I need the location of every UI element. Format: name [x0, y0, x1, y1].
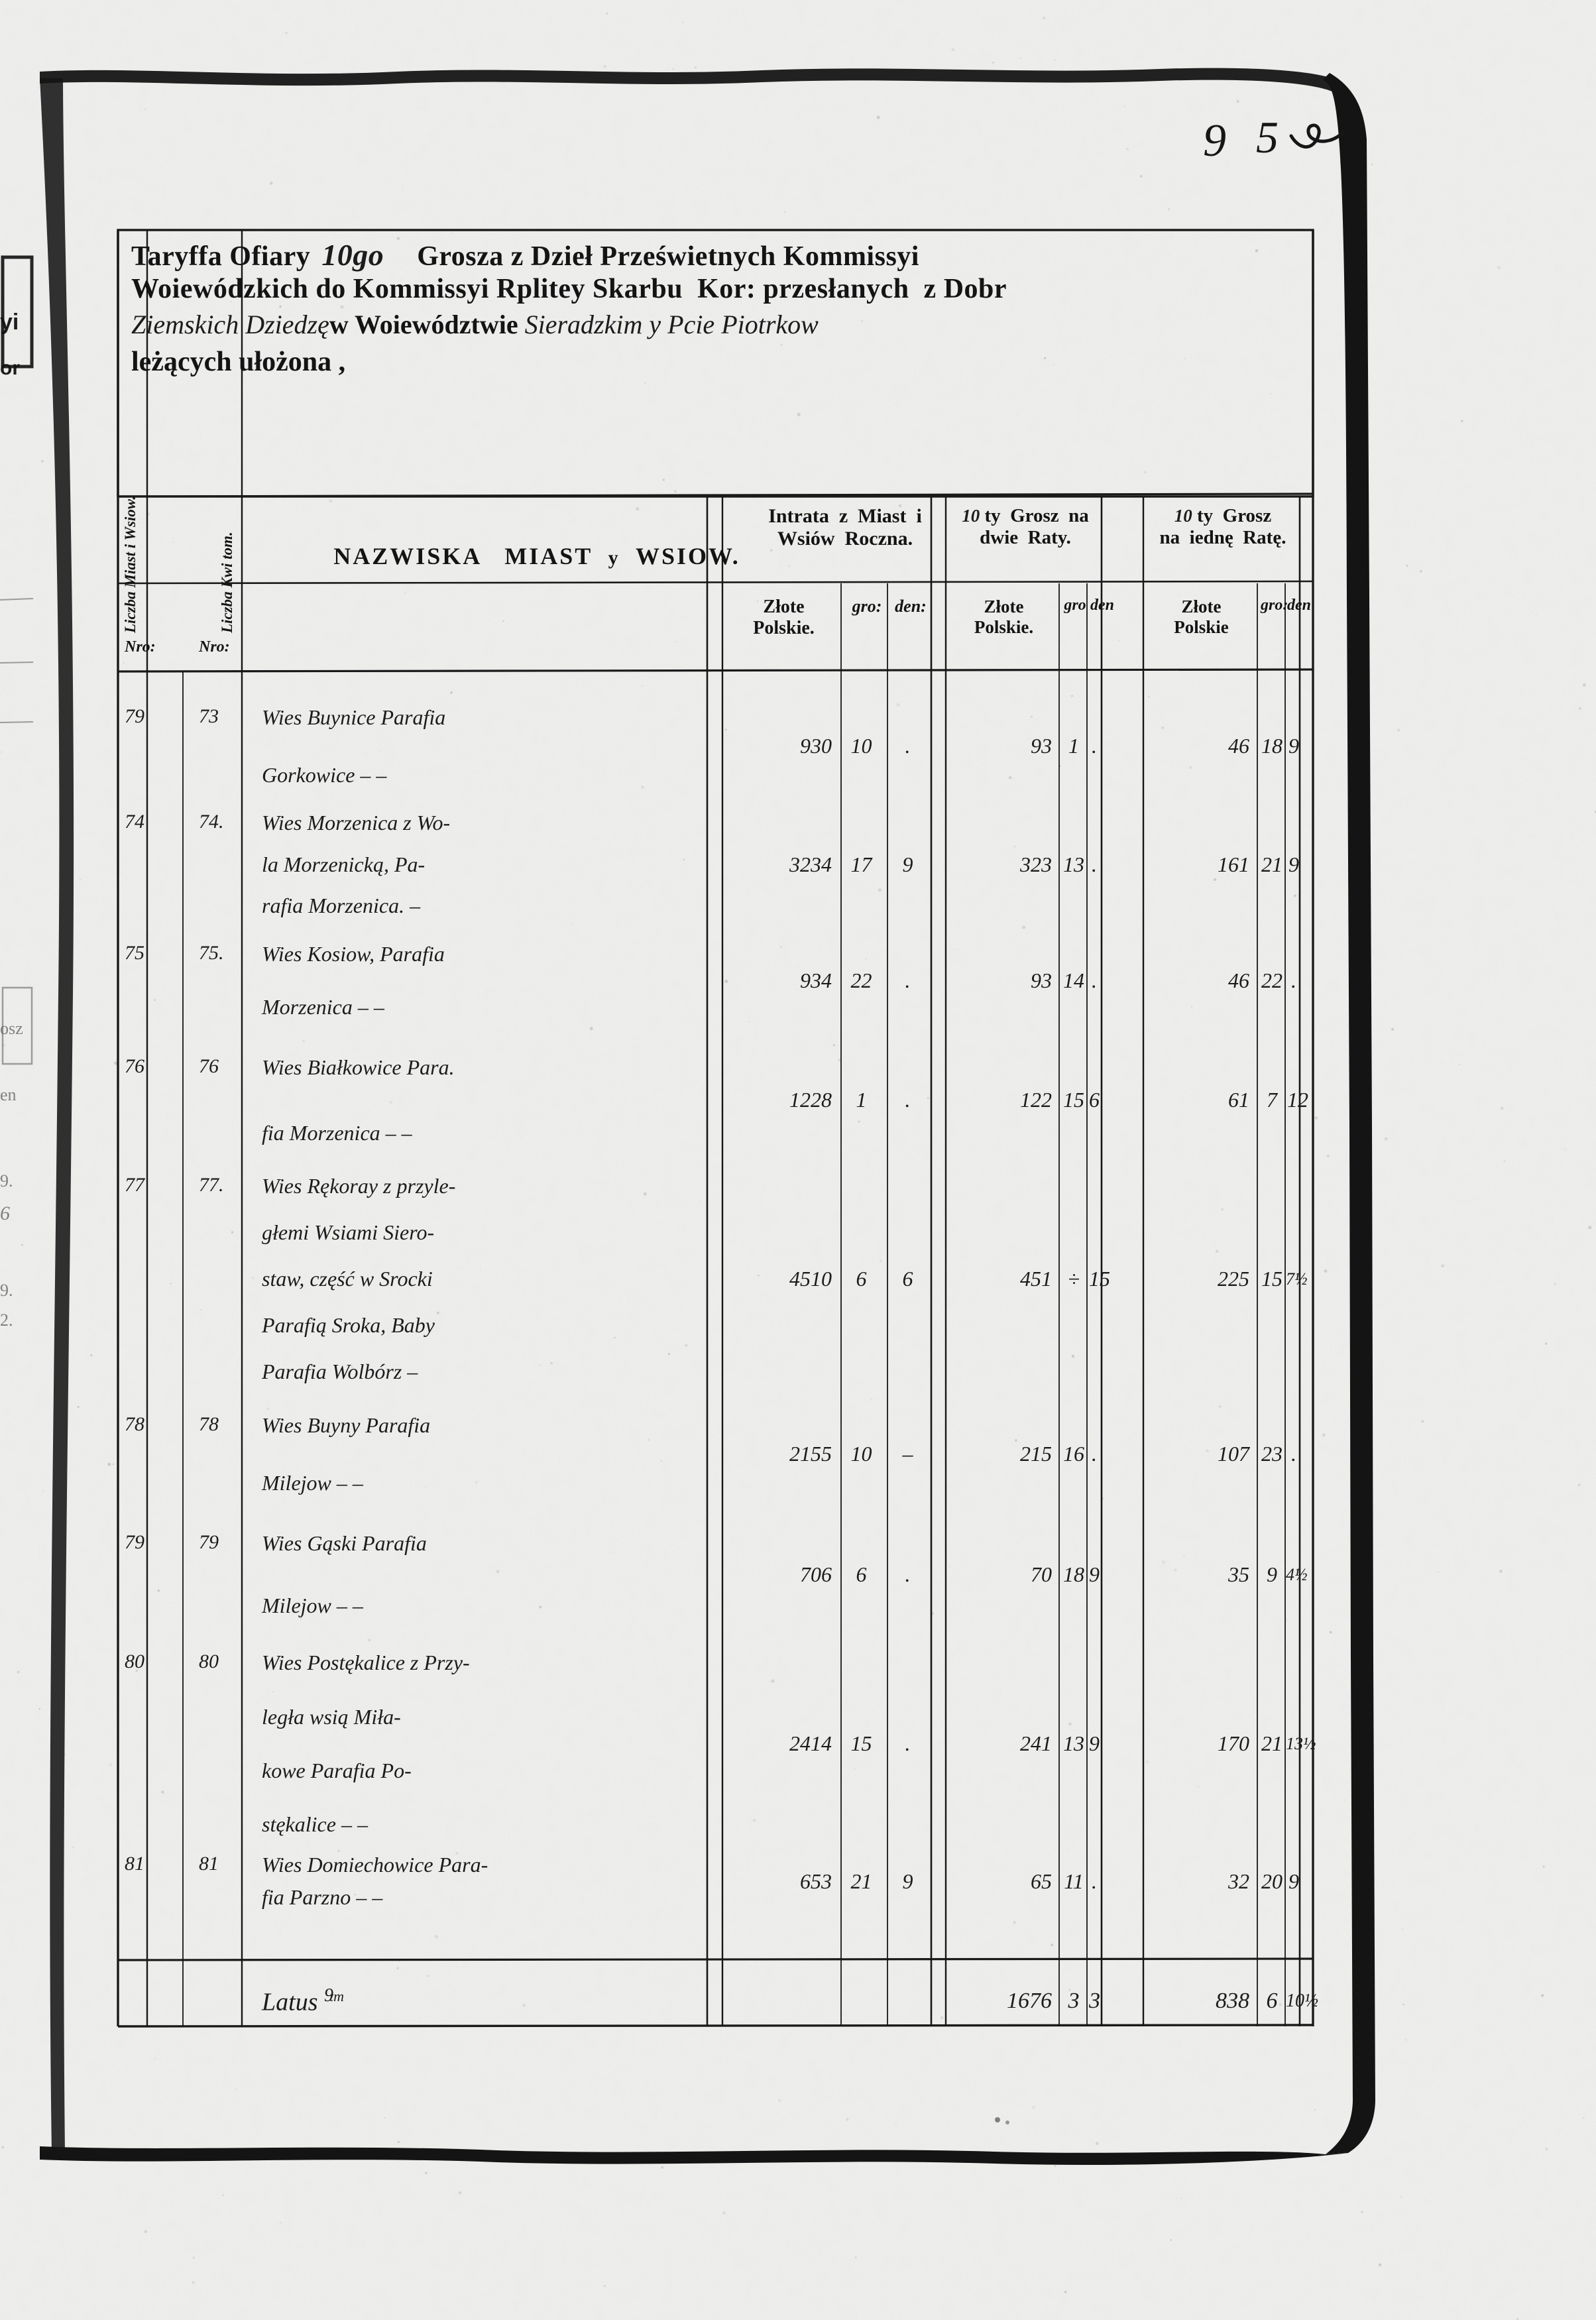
svg-text:9: 9	[1203, 115, 1226, 166]
svg-text:5: 5	[1256, 112, 1279, 162]
